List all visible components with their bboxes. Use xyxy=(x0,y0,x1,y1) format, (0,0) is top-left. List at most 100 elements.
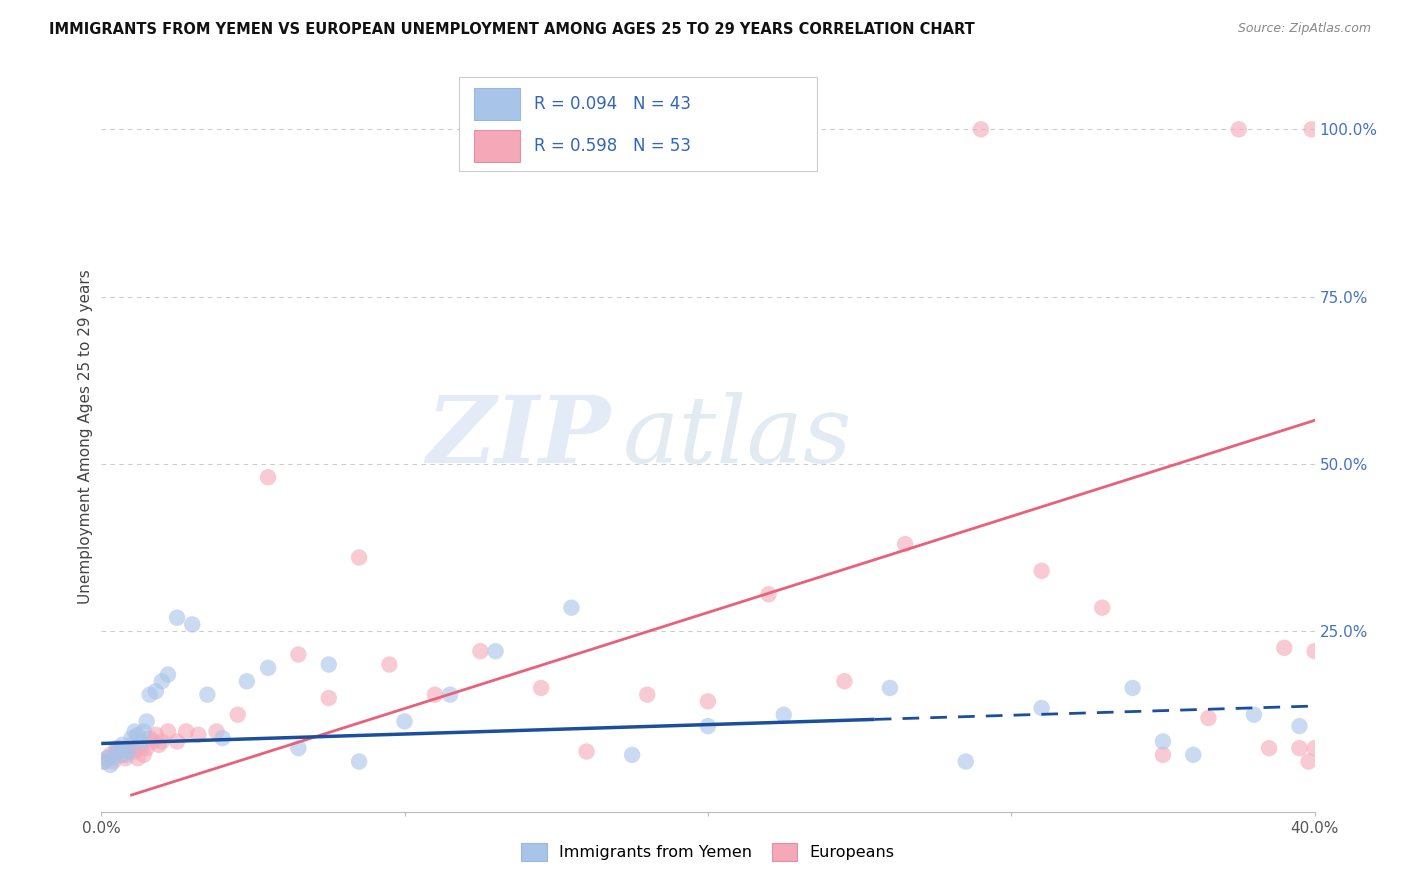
Point xyxy=(772,707,794,722)
Point xyxy=(197,688,219,702)
Point xyxy=(98,758,121,772)
Point xyxy=(1031,701,1053,715)
Point xyxy=(1301,122,1323,136)
Point xyxy=(1303,741,1326,756)
Point xyxy=(257,661,280,675)
Point xyxy=(1272,640,1295,655)
Point xyxy=(98,747,121,762)
Point xyxy=(96,751,118,765)
Point xyxy=(1227,122,1250,136)
Point xyxy=(1091,600,1114,615)
Point xyxy=(114,747,136,762)
Point xyxy=(127,728,149,742)
Point xyxy=(1288,741,1310,756)
Point xyxy=(121,738,143,752)
Bar xyxy=(474,130,520,161)
Text: Source: ZipAtlas.com: Source: ZipAtlas.com xyxy=(1237,22,1371,36)
Text: ZIP: ZIP xyxy=(426,392,610,482)
Text: IMMIGRANTS FROM YEMEN VS EUROPEAN UNEMPLOYMENT AMONG AGES 25 TO 29 YEARS CORRELA: IMMIGRANTS FROM YEMEN VS EUROPEAN UNEMPL… xyxy=(49,22,974,37)
Point xyxy=(127,751,149,765)
Point xyxy=(439,688,461,702)
Y-axis label: Unemployment Among Ages 25 to 29 years: Unemployment Among Ages 25 to 29 years xyxy=(77,269,93,605)
Point xyxy=(181,617,204,632)
Point xyxy=(105,744,128,758)
Point xyxy=(114,751,136,765)
Point xyxy=(124,724,146,739)
Point xyxy=(117,744,139,758)
Point xyxy=(139,731,162,746)
Point xyxy=(103,751,125,765)
Point xyxy=(423,688,446,702)
Bar xyxy=(474,88,520,120)
Point xyxy=(145,684,167,698)
Point xyxy=(156,724,179,739)
Point xyxy=(226,707,249,722)
Text: R = 0.598   N = 53: R = 0.598 N = 53 xyxy=(534,137,692,155)
Point xyxy=(894,537,917,551)
Point xyxy=(156,667,179,681)
Point xyxy=(174,724,197,739)
Point xyxy=(484,644,506,658)
Legend: Immigrants from Yemen, Europeans: Immigrants from Yemen, Europeans xyxy=(515,836,901,867)
Point xyxy=(236,674,259,689)
Point xyxy=(108,744,131,758)
Point xyxy=(758,587,780,601)
Point xyxy=(93,755,115,769)
Point xyxy=(103,755,125,769)
Point xyxy=(150,674,173,689)
Point xyxy=(132,747,155,762)
Point xyxy=(111,738,134,752)
Point xyxy=(1122,681,1144,695)
Point xyxy=(970,122,993,136)
Point xyxy=(108,741,131,756)
Point xyxy=(1303,644,1326,658)
Point xyxy=(1258,741,1281,756)
Point xyxy=(318,657,340,672)
Point xyxy=(470,644,492,658)
Point xyxy=(93,755,115,769)
Point xyxy=(530,681,553,695)
Point xyxy=(145,728,167,742)
FancyBboxPatch shape xyxy=(460,78,817,171)
Point xyxy=(96,751,118,765)
Point xyxy=(347,755,370,769)
Point xyxy=(211,731,233,746)
Point xyxy=(955,755,977,769)
Point xyxy=(834,674,856,689)
Point xyxy=(1288,719,1310,733)
Point xyxy=(205,724,228,739)
Point xyxy=(139,688,162,702)
Point xyxy=(1152,747,1174,762)
Point xyxy=(1152,734,1174,748)
Point xyxy=(257,470,280,484)
Point xyxy=(166,611,188,625)
Point xyxy=(129,741,152,756)
Point xyxy=(132,724,155,739)
Point xyxy=(1243,707,1265,722)
Point xyxy=(378,657,401,672)
Point xyxy=(1182,747,1205,762)
Point xyxy=(575,744,598,758)
Point xyxy=(636,688,658,702)
Point xyxy=(135,714,157,729)
Point xyxy=(1197,711,1219,725)
Point xyxy=(697,694,720,708)
Text: atlas: atlas xyxy=(623,392,852,482)
Point xyxy=(621,747,644,762)
Point xyxy=(124,744,146,758)
Point xyxy=(117,744,139,758)
Point xyxy=(135,741,157,756)
Point xyxy=(879,681,901,695)
Point xyxy=(148,738,170,752)
Point xyxy=(187,728,209,742)
Point xyxy=(121,731,143,746)
Point xyxy=(1298,755,1320,769)
Point xyxy=(287,741,309,756)
Point xyxy=(105,741,128,756)
Point xyxy=(318,691,340,706)
Point xyxy=(697,719,720,733)
Text: R = 0.094   N = 43: R = 0.094 N = 43 xyxy=(534,95,692,112)
Point xyxy=(347,550,370,565)
Point xyxy=(142,734,165,748)
Point xyxy=(166,734,188,748)
